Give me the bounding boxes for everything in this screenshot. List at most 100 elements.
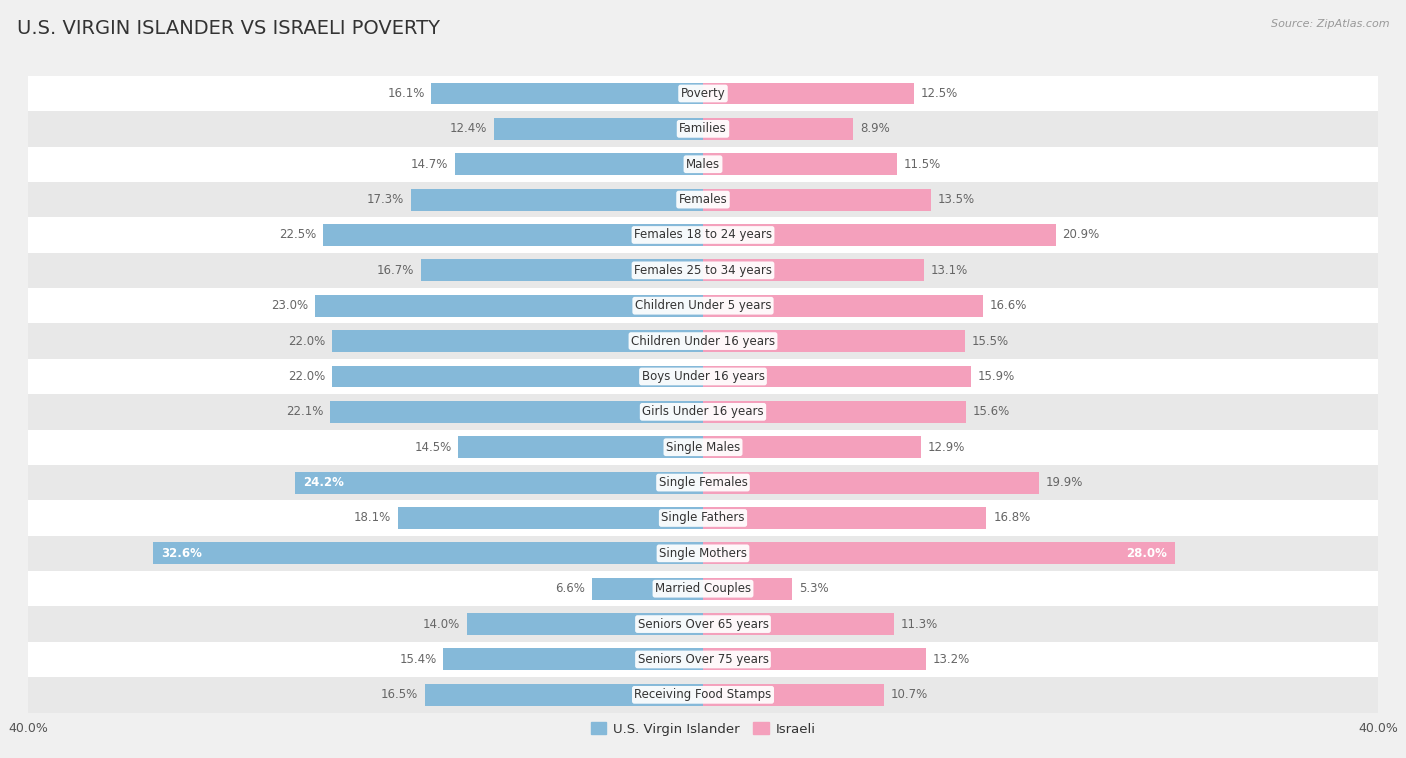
Bar xyxy=(295,471,703,493)
Bar xyxy=(411,189,703,211)
Text: 22.0%: 22.0% xyxy=(288,334,325,348)
Bar xyxy=(28,430,1378,465)
Bar xyxy=(28,571,1378,606)
Text: Children Under 16 years: Children Under 16 years xyxy=(631,334,775,348)
Text: 10.7%: 10.7% xyxy=(890,688,928,701)
Bar xyxy=(703,330,965,352)
Bar xyxy=(425,684,703,706)
Text: Seniors Over 75 years: Seniors Over 75 years xyxy=(637,653,769,666)
Text: 8.9%: 8.9% xyxy=(860,122,890,136)
Text: 32.6%: 32.6% xyxy=(162,547,202,560)
Text: 22.5%: 22.5% xyxy=(280,228,316,242)
Bar xyxy=(398,507,703,529)
Text: 13.1%: 13.1% xyxy=(931,264,967,277)
Text: Single Females: Single Females xyxy=(658,476,748,489)
Text: Single Fathers: Single Fathers xyxy=(661,512,745,525)
Text: Receiving Food Stamps: Receiving Food Stamps xyxy=(634,688,772,701)
Text: 15.9%: 15.9% xyxy=(979,370,1015,383)
Bar xyxy=(28,182,1378,218)
Bar xyxy=(315,295,703,317)
Bar xyxy=(494,118,703,139)
Text: 22.0%: 22.0% xyxy=(288,370,325,383)
Text: 12.9%: 12.9% xyxy=(928,440,965,454)
Bar xyxy=(28,606,1378,642)
Text: 6.6%: 6.6% xyxy=(555,582,585,595)
Bar xyxy=(432,83,703,105)
Bar xyxy=(28,500,1378,536)
Text: Females 25 to 34 years: Females 25 to 34 years xyxy=(634,264,772,277)
Text: 28.0%: 28.0% xyxy=(1126,547,1167,560)
Bar xyxy=(703,401,966,423)
Legend: U.S. Virgin Islander, Israeli: U.S. Virgin Islander, Israeli xyxy=(585,717,821,741)
Text: Families: Families xyxy=(679,122,727,136)
Text: Boys Under 16 years: Boys Under 16 years xyxy=(641,370,765,383)
Bar xyxy=(323,224,703,246)
Text: 14.5%: 14.5% xyxy=(415,440,451,454)
Bar xyxy=(456,153,703,175)
Bar xyxy=(703,224,1056,246)
Text: 16.5%: 16.5% xyxy=(381,688,418,701)
Text: 18.1%: 18.1% xyxy=(354,512,391,525)
Bar xyxy=(28,642,1378,677)
Text: Children Under 5 years: Children Under 5 years xyxy=(634,299,772,312)
Text: U.S. VIRGIN ISLANDER VS ISRAELI POVERTY: U.S. VIRGIN ISLANDER VS ISRAELI POVERTY xyxy=(17,19,440,38)
Bar xyxy=(28,536,1378,571)
Text: 20.9%: 20.9% xyxy=(1063,228,1099,242)
Bar xyxy=(703,259,924,281)
Text: 23.0%: 23.0% xyxy=(271,299,308,312)
Bar xyxy=(422,259,703,281)
Bar xyxy=(703,471,1039,493)
Text: 16.8%: 16.8% xyxy=(993,512,1031,525)
Bar xyxy=(703,649,925,670)
Text: 11.5%: 11.5% xyxy=(904,158,941,171)
Text: 14.0%: 14.0% xyxy=(423,618,460,631)
Bar xyxy=(703,578,793,600)
Text: 24.2%: 24.2% xyxy=(304,476,344,489)
Text: Seniors Over 65 years: Seniors Over 65 years xyxy=(637,618,769,631)
Text: 16.6%: 16.6% xyxy=(990,299,1028,312)
Bar xyxy=(703,543,1175,564)
Bar xyxy=(443,649,703,670)
Bar xyxy=(703,613,894,635)
Bar xyxy=(703,507,987,529)
Bar xyxy=(703,684,883,706)
Text: 5.3%: 5.3% xyxy=(799,582,828,595)
Text: 16.7%: 16.7% xyxy=(377,264,415,277)
Text: 12.4%: 12.4% xyxy=(450,122,486,136)
Bar xyxy=(28,324,1378,359)
Bar xyxy=(330,401,703,423)
Bar xyxy=(28,359,1378,394)
Bar xyxy=(28,288,1378,324)
Text: Source: ZipAtlas.com: Source: ZipAtlas.com xyxy=(1271,19,1389,29)
Text: Males: Males xyxy=(686,158,720,171)
Bar xyxy=(592,578,703,600)
Text: Married Couples: Married Couples xyxy=(655,582,751,595)
Text: 13.5%: 13.5% xyxy=(938,193,974,206)
Bar xyxy=(332,365,703,387)
Bar xyxy=(28,76,1378,111)
Bar xyxy=(28,146,1378,182)
Text: Girls Under 16 years: Girls Under 16 years xyxy=(643,406,763,418)
Bar xyxy=(28,111,1378,146)
Bar xyxy=(703,437,921,458)
Text: Single Males: Single Males xyxy=(666,440,740,454)
Text: 15.5%: 15.5% xyxy=(972,334,1008,348)
Bar xyxy=(703,189,931,211)
Text: 14.7%: 14.7% xyxy=(411,158,449,171)
Text: 17.3%: 17.3% xyxy=(367,193,405,206)
Text: 22.1%: 22.1% xyxy=(285,406,323,418)
Bar xyxy=(703,365,972,387)
Text: Females 18 to 24 years: Females 18 to 24 years xyxy=(634,228,772,242)
Text: 11.3%: 11.3% xyxy=(900,618,938,631)
Bar xyxy=(703,83,914,105)
Bar xyxy=(28,677,1378,713)
Bar xyxy=(332,330,703,352)
Bar xyxy=(703,153,897,175)
Bar xyxy=(458,437,703,458)
Text: 15.4%: 15.4% xyxy=(399,653,436,666)
Bar xyxy=(28,218,1378,252)
Text: 13.2%: 13.2% xyxy=(932,653,970,666)
Bar xyxy=(467,613,703,635)
Text: 16.1%: 16.1% xyxy=(387,87,425,100)
Bar xyxy=(28,465,1378,500)
